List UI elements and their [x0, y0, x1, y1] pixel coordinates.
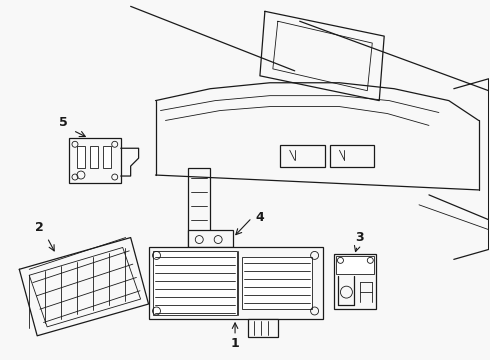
Text: 2: 2 [35, 221, 44, 234]
Bar [69, 138, 121, 183]
Bar [90, 146, 98, 168]
Bar [280, 145, 324, 167]
Bar [242, 257, 312, 309]
Bar [152, 251, 237, 315]
Bar [248, 319, 278, 337]
Text: 4: 4 [256, 211, 264, 224]
Bar [103, 146, 111, 168]
Bar [329, 145, 374, 167]
Bar [337, 256, 374, 274]
Bar [188, 168, 210, 247]
Bar [148, 247, 322, 319]
Text: 3: 3 [355, 231, 364, 244]
Bar [335, 255, 376, 309]
Text: 5: 5 [59, 116, 68, 129]
Bar [77, 146, 85, 168]
Bar [188, 230, 233, 247]
Text: 1: 1 [231, 337, 240, 350]
